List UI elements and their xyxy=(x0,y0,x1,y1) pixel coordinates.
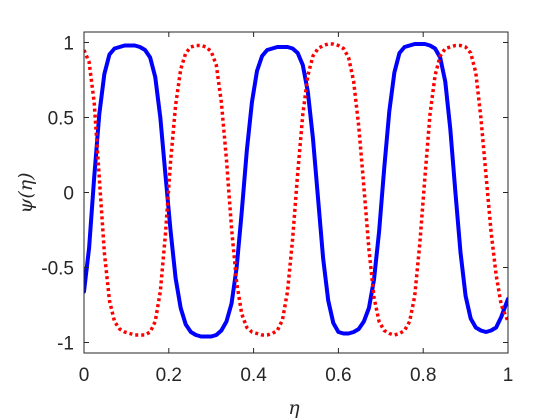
axes: 0 0.2 0.4 0.6 0.8 1 -1 -0.5 0 0.5 1 xyxy=(41,31,514,386)
y-tick-label: 0.5 xyxy=(48,109,74,130)
plot-area xyxy=(84,42,508,339)
x-tick-label: 0.6 xyxy=(325,365,351,386)
x-axis-label: η xyxy=(288,397,300,419)
y-tick-label: 1 xyxy=(63,34,74,55)
x-tick-label: 0 xyxy=(79,365,90,386)
x-tick-label: 0.2 xyxy=(156,365,182,386)
y-tick-label: 0 xyxy=(63,184,74,205)
y-tick-label: -1 xyxy=(57,334,74,355)
x-tick-label: 0.8 xyxy=(410,365,436,386)
y-axis-label: ψ(η) xyxy=(15,172,37,213)
y-tick-label: -0.5 xyxy=(41,259,74,280)
series-line-solid xyxy=(84,42,508,339)
x-tick-label: 0.4 xyxy=(240,365,267,386)
x-tick-label: 1 xyxy=(503,365,514,386)
series-line-dotted xyxy=(84,42,508,337)
